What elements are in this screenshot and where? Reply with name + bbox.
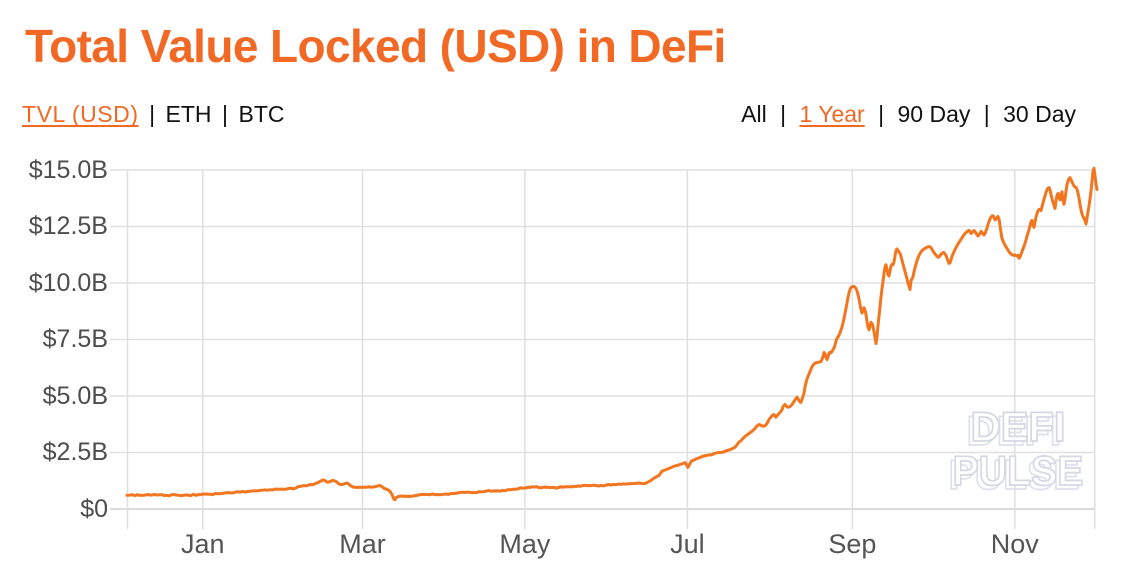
svg-text:DEFI: DEFI: [967, 407, 1062, 454]
svg-text:PULSE: PULSE: [953, 447, 1084, 494]
svg-text:PULSE: PULSE: [949, 451, 1080, 498]
svg-text:DEFI: DEFI: [971, 403, 1066, 450]
